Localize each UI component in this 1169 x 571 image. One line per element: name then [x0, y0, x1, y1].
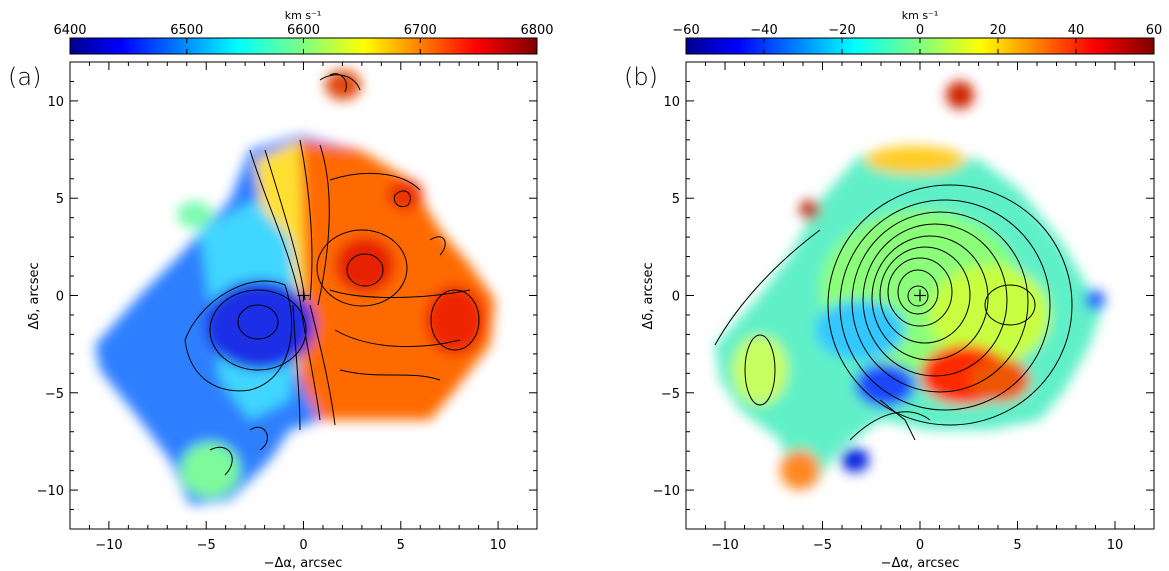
x-tick-label-a: 5 [397, 538, 405, 553]
center-marker-b [914, 289, 926, 302]
x-tick-label-b: −10 [711, 538, 738, 553]
colorbar-tick-label-b: 0 [916, 23, 924, 38]
colorbar-tick-label-b: −40 [750, 23, 777, 38]
x-axis-label-b: −Δα, arcsec [881, 556, 960, 571]
axis-ticks-b: −10 −5 0 5 10 −10 −5 0 5 10 [653, 61, 1155, 553]
colorbar-b-ticks: −60 −40 −20 0 20 40 60 [672, 23, 1162, 54]
colorbar-tick-label-a: 6500 [170, 23, 203, 38]
colorbar-tick-label-a: 6600 [287, 23, 320, 38]
colorbar-tick-label-b: 40 [1068, 23, 1085, 38]
y-tick-label-b: 5 [672, 192, 680, 207]
colorbar-tick-label-b: 60 [1146, 23, 1163, 38]
y-tick-label-b: 0 [672, 290, 680, 305]
y-tick-label-a: 5 [56, 192, 64, 207]
y-tick-label-a: −10 [37, 484, 64, 499]
colorbar-a-label: km s⁻¹ [285, 9, 322, 22]
heatmap-a [95, 70, 495, 505]
x-tick-label-a: 0 [299, 538, 307, 553]
y-axis-label-b: Δδ, arcsec [641, 262, 656, 329]
y-tick-label-b: −10 [653, 484, 680, 499]
colorbar-tick-label-b: −60 [672, 23, 699, 38]
axis-ticks-a: −10 −5 0 5 10 −10 −5 0 5 10 [37, 61, 538, 553]
colorbar-tick-label-b: 20 [990, 23, 1007, 38]
colorbar-b-label: km s⁻¹ [902, 9, 939, 22]
x-tick-label-b: 0 [916, 538, 924, 553]
x-tick-label-b: 10 [1107, 538, 1124, 553]
x-tick-label-a: −5 [197, 538, 216, 553]
heatmap-b [714, 81, 1105, 490]
y-tick-label-a: 10 [47, 95, 64, 110]
panel-b: km s⁻¹ −60 −40 −20 0 20 40 60 [624, 9, 1162, 571]
panel-a: km s⁻¹ 6400 6500 6600 6700 6800 [8, 9, 554, 571]
y-axis-label-a: Δδ, arcsec [27, 262, 42, 329]
panel-label-b: (b) [624, 63, 658, 91]
y-tick-label-b: 10 [663, 95, 680, 110]
y-tick-label-a: −5 [45, 387, 64, 402]
colorbar-tick-label-b: −20 [828, 23, 855, 38]
y-tick-label-a: 0 [56, 290, 64, 305]
panel-label-a: (a) [8, 63, 41, 91]
x-tick-label-b: −5 [813, 538, 832, 553]
center-marker-a [297, 289, 310, 302]
x-tick-label-b: 5 [1013, 538, 1021, 553]
x-axis-label-a: −Δα, arcsec [264, 556, 343, 571]
colorbar-tick-label-a: 6400 [53, 23, 86, 38]
colorbar-a-ticks: 6400 6500 6600 6700 6800 [53, 23, 554, 54]
colorbar-tick-label-a: 6700 [404, 23, 437, 38]
x-tick-label-a: 10 [490, 538, 507, 553]
y-tick-label-b: −5 [661, 387, 680, 402]
x-tick-label-a: −10 [95, 538, 122, 553]
colorbar-tick-label-a: 6800 [520, 23, 553, 38]
